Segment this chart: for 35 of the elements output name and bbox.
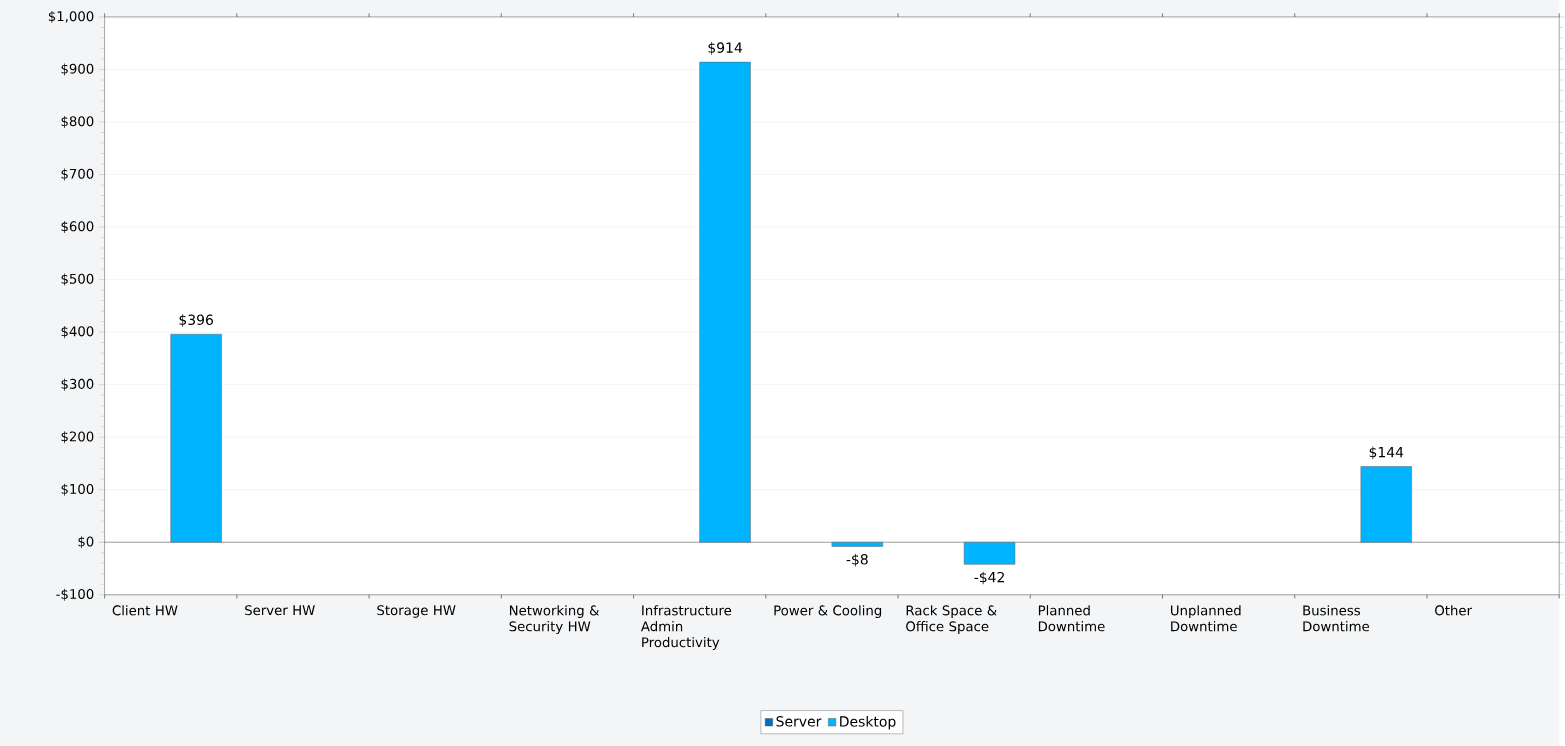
y-tick-label: $0 xyxy=(78,536,94,549)
y-tick-label: -$100 xyxy=(56,588,94,601)
data-label: $144 xyxy=(1369,446,1404,460)
y-tick-label: $400 xyxy=(61,325,94,339)
data-label: $396 xyxy=(179,314,213,327)
bar xyxy=(170,333,222,543)
x-tick-label: Client HW xyxy=(112,605,178,616)
bar xyxy=(699,61,751,543)
data-label: -$42 xyxy=(974,571,1004,585)
y-tick-label: $800 xyxy=(61,115,94,128)
y-tick-label: $600 xyxy=(61,220,94,233)
x-tick-label: Business Downtime xyxy=(1303,605,1370,632)
y-tick-label: $700 xyxy=(61,168,94,181)
y-tick-label: $900 xyxy=(61,63,94,76)
bar xyxy=(963,541,1016,565)
legend-label: Server xyxy=(776,715,822,727)
y-tick-label: $1,000 xyxy=(48,10,94,23)
bar xyxy=(1360,466,1412,543)
x-tick-label: Server HW xyxy=(245,605,315,616)
y-tick-label: $100 xyxy=(61,483,94,496)
x-tick-label: Networking & Security HW xyxy=(509,605,600,634)
x-tick-label: Storage HW xyxy=(377,605,456,618)
x-tick-label: Power & Cooling xyxy=(774,605,882,618)
data-label: -$8 xyxy=(846,553,868,567)
x-tick-label: Planned Downtime xyxy=(1038,605,1105,632)
y-tick-label: $300 xyxy=(61,378,94,391)
x-tick-label: Infrastructure Admin Productivity xyxy=(641,605,732,650)
bar xyxy=(831,541,883,547)
x-tick-label: Unplanned Downtime xyxy=(1170,605,1241,632)
x-tick-label: Rack Space & Office Space xyxy=(906,605,997,634)
y-tick-label: $500 xyxy=(61,273,94,286)
legend-label: Desktop xyxy=(840,715,896,730)
y-tick-label: $200 xyxy=(61,431,94,444)
data-label: $914 xyxy=(708,42,743,55)
x-tick-label: Other xyxy=(1435,605,1473,616)
